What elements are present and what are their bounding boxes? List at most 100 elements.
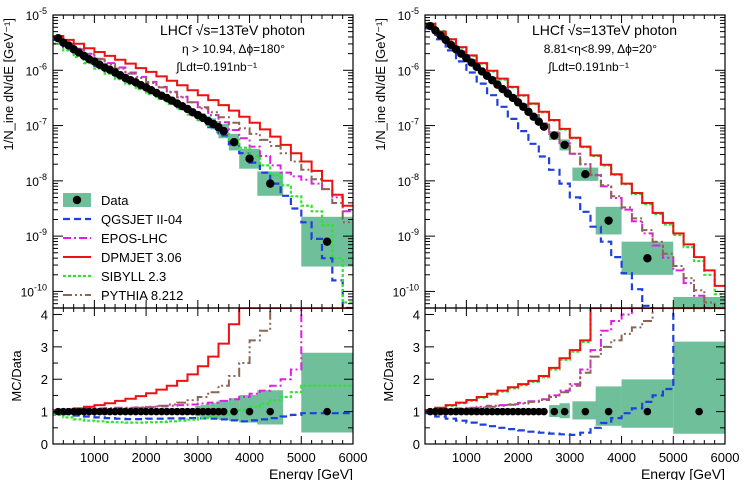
legend-label-dpmjet: DPMJET 3.06 bbox=[101, 250, 182, 265]
ratio-frame bbox=[52, 307, 354, 445]
ratio-error-box bbox=[595, 386, 622, 426]
sibyll-ratio-line bbox=[53, 384, 353, 424]
x-tick-label: 6000 bbox=[711, 450, 740, 465]
ratio-data-point bbox=[604, 407, 613, 416]
y-tick-label: 10-9 bbox=[398, 227, 419, 244]
ratio-data-point bbox=[560, 407, 569, 416]
pythia-spectrum-line bbox=[53, 37, 353, 224]
ratio-y-tick-label: 2 bbox=[413, 372, 420, 387]
ratio-data-point bbox=[219, 407, 228, 416]
ratio-data-point bbox=[230, 407, 238, 416]
ratio-plot-area bbox=[425, 308, 725, 436]
y-tick-base: 10 bbox=[26, 175, 40, 189]
ratio-y-tick-label: 0 bbox=[41, 437, 48, 452]
ratio-data-point bbox=[266, 407, 275, 416]
y-tick-label: 10-8 bbox=[26, 172, 47, 189]
y-tick-exponent: -9 bbox=[411, 227, 419, 237]
data-point bbox=[529, 112, 538, 121]
x-tick-label: 6000 bbox=[339, 450, 368, 465]
data-point bbox=[245, 154, 254, 163]
x-tick-label: 1000 bbox=[452, 450, 481, 465]
data-point bbox=[322, 237, 332, 246]
ratio-y-tick-label: 3 bbox=[413, 340, 420, 355]
y-tick-label: 10-7 bbox=[398, 117, 419, 134]
y-tick-label: 10-6 bbox=[398, 61, 419, 78]
qgsjet-spectrum-line bbox=[425, 27, 654, 308]
y-tick-base: 10 bbox=[26, 9, 40, 23]
ratio-data-point bbox=[581, 407, 590, 416]
epos-ratio-line bbox=[425, 308, 725, 412]
ratio-y-tick-label: 0 bbox=[413, 437, 420, 452]
y-axis-label: 1/N_ine dN/dE [GeV⁻¹] bbox=[373, 18, 388, 151]
x-axis-label: Energy [GeV] bbox=[269, 466, 353, 480]
data-point bbox=[219, 126, 228, 136]
ratio-data-point bbox=[550, 407, 559, 416]
x-tick-label: 2000 bbox=[504, 450, 533, 465]
legend-label-pythia: PYTHIA 8.212 bbox=[101, 288, 183, 303]
data-point bbox=[560, 140, 569, 150]
data-point bbox=[266, 179, 275, 188]
ratio-y-axis-label: MC/Data bbox=[9, 350, 24, 402]
luminosity-annotation: ∫Ldt=0.191nb⁻¹ bbox=[175, 60, 257, 74]
x-tick-label: 5000 bbox=[287, 450, 316, 465]
y-tick-label: 10-5 bbox=[398, 6, 419, 23]
x-tick-label: 4000 bbox=[235, 450, 264, 465]
ratio-y-tick-label: 1 bbox=[413, 405, 420, 420]
y-tick-exponent: -10 bbox=[406, 282, 419, 292]
ratio-error-box bbox=[621, 379, 674, 428]
y-tick-label: 10-9 bbox=[26, 227, 47, 244]
ratio-error-box bbox=[301, 352, 353, 433]
y-tick-exponent: -7 bbox=[39, 117, 47, 127]
legend-label-epos: EPOS-LHC bbox=[101, 231, 167, 246]
qgsjet-ratio-line bbox=[53, 412, 353, 423]
data-error-box bbox=[673, 296, 725, 308]
data-point bbox=[441, 35, 450, 45]
legend-label-data: Data bbox=[101, 193, 129, 208]
ratio-y-tick-label: 2 bbox=[41, 372, 48, 387]
y-tick-label: 10-8 bbox=[398, 172, 419, 189]
data-point bbox=[524, 107, 533, 116]
ratio-y-tick-label: 4 bbox=[413, 307, 420, 322]
y-tick-exponent: -8 bbox=[39, 172, 47, 182]
ratio-error-box bbox=[673, 341, 725, 434]
data-point bbox=[695, 320, 703, 328]
x-tick-label: 3000 bbox=[555, 450, 584, 465]
y-tick-base: 10 bbox=[398, 230, 412, 244]
data-point bbox=[229, 137, 239, 147]
data-point bbox=[581, 170, 590, 179]
dpmjet-spectrum-line bbox=[425, 22, 725, 287]
dpmjet-spectrum-line bbox=[53, 35, 353, 207]
y-tick-base: 10 bbox=[21, 285, 35, 299]
ratio-y-axis-label: MC/Data bbox=[381, 350, 396, 402]
y-tick-exponent: -5 bbox=[411, 6, 419, 16]
y-tick-exponent: -7 bbox=[411, 117, 419, 127]
y-tick-exponent: -9 bbox=[39, 227, 47, 237]
y-tick-base: 10 bbox=[26, 120, 40, 134]
y-tick-label: 10-7 bbox=[26, 117, 47, 134]
x-tick-label: 3000 bbox=[183, 450, 212, 465]
ratio-plot-area bbox=[53, 308, 353, 433]
dpmjet-ratio-line bbox=[53, 308, 353, 413]
ratio-data-point bbox=[695, 407, 703, 416]
y-tick-label: 10-10 bbox=[393, 282, 419, 299]
data-point bbox=[431, 26, 440, 35]
legend-label-sibyll: SIBYLL 2.3 bbox=[101, 269, 166, 284]
qgsjet-ratio-line bbox=[425, 308, 725, 436]
ratio-y-tick-label: 1 bbox=[41, 405, 48, 420]
ratio-frame bbox=[424, 307, 726, 445]
ratio-data-point bbox=[245, 407, 254, 416]
y-tick-label: 10-6 bbox=[26, 61, 47, 78]
luminosity-annotation: ∫Ldt=0.191nb⁻¹ bbox=[547, 60, 629, 74]
x-tick-label: 1000 bbox=[80, 450, 109, 465]
data-point bbox=[519, 102, 528, 111]
ratio-data-point bbox=[643, 407, 652, 416]
y-tick-base: 10 bbox=[398, 120, 412, 134]
y-tick-exponent: -10 bbox=[34, 282, 47, 292]
x-tick-label: 2000 bbox=[132, 450, 161, 465]
cut-annotation: η > 10.94, Δϕ=180° bbox=[182, 42, 285, 56]
legend-data-marker bbox=[72, 195, 82, 205]
data-point bbox=[534, 117, 543, 126]
